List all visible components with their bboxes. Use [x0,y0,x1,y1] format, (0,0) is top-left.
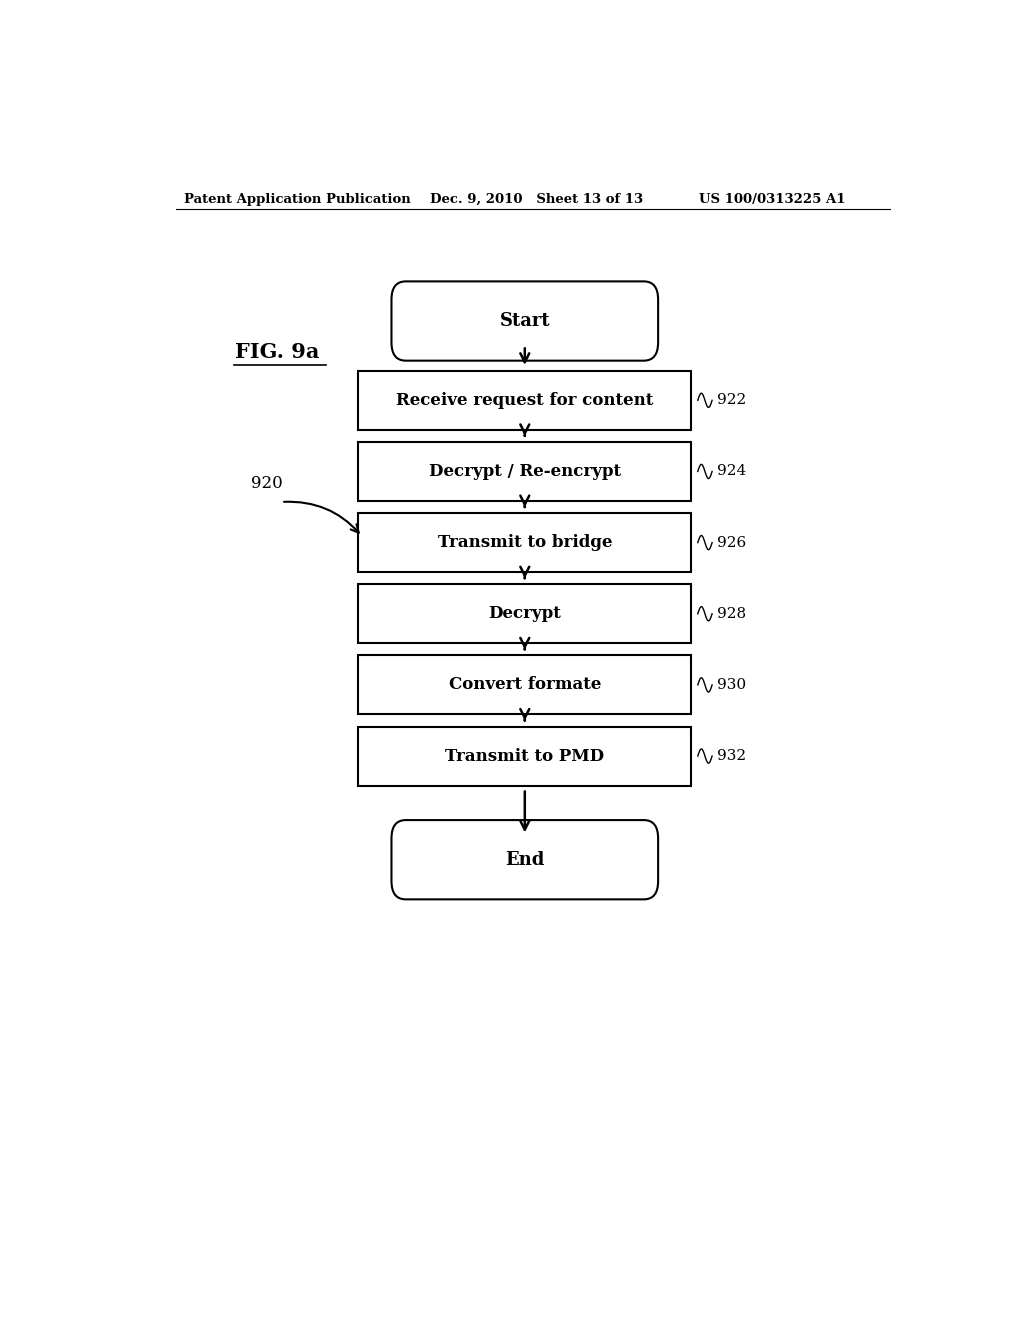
Text: 920: 920 [251,475,283,492]
Text: 924: 924 [717,465,746,478]
FancyBboxPatch shape [391,820,658,899]
Text: Decrypt: Decrypt [488,606,561,622]
Text: Dec. 9, 2010   Sheet 13 of 13: Dec. 9, 2010 Sheet 13 of 13 [430,193,643,206]
Text: 930: 930 [717,678,745,692]
Text: 932: 932 [717,748,745,763]
Text: Start: Start [500,312,550,330]
Bar [358,656,691,714]
Bar [358,371,691,430]
Text: FIG. 9a: FIG. 9a [236,342,319,362]
Text: End: End [505,850,545,869]
Text: Convert formate: Convert formate [449,676,601,693]
Text: Transmit to bridge: Transmit to bridge [437,535,612,550]
Bar [358,585,691,643]
Text: Decrypt / Re-encrypt: Decrypt / Re-encrypt [429,463,621,480]
Text: Receive request for content: Receive request for content [396,392,653,409]
Bar [358,442,691,500]
Text: Transmit to PMD: Transmit to PMD [445,747,604,764]
Bar [358,726,691,785]
FancyBboxPatch shape [391,281,658,360]
Text: 926: 926 [717,536,746,549]
Text: US 100/0313225 A1: US 100/0313225 A1 [699,193,846,206]
Text: Patent Application Publication: Patent Application Publication [183,193,411,206]
Bar [358,513,691,572]
Text: 928: 928 [717,607,745,620]
Text: 922: 922 [717,393,746,408]
